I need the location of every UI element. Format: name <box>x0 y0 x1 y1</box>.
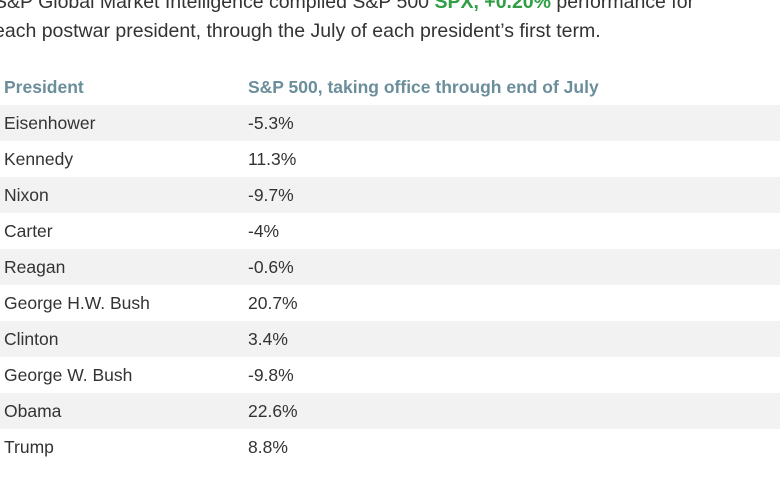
table-row: Kennedy 11.3% <box>0 141 780 177</box>
president-name: George H.W. Bush <box>4 292 150 313</box>
sp500-change: 3.4% <box>248 328 288 349</box>
president-name: Clinton <box>4 328 59 349</box>
president-name: Eisenhower <box>4 112 96 133</box>
column-header-sp500: S&P 500, taking office through end of Ju… <box>248 76 599 97</box>
intro-paragraph: S&P Global Market Intelligence compiled … <box>0 0 780 46</box>
sp500-change: 20.7% <box>248 292 298 313</box>
table-row: Eisenhower -5.3% <box>0 105 780 141</box>
table-row: George H.W. Bush 20.7% <box>0 285 780 321</box>
intro-text-start: S&P Global Market Intelligence compiled … <box>0 0 435 13</box>
president-name: Nixon <box>4 184 49 205</box>
table-row: Trump 8.8% <box>0 429 780 465</box>
president-performance-table: President S&P 500, taking office through… <box>0 69 780 465</box>
sp500-change: 11.3% <box>248 148 297 169</box>
table-row: Carter -4% <box>0 213 780 249</box>
president-name: George W. Bush <box>4 364 133 385</box>
table-row: Clinton 3.4% <box>0 321 780 357</box>
president-name: Carter <box>4 220 53 241</box>
spx-ticker-link[interactable]: SPX, +0.20% <box>434 0 551 13</box>
table-row: Nixon -9.7% <box>0 177 780 213</box>
sp500-change: 22.6% <box>248 400 298 421</box>
sp500-change: -9.7% <box>248 184 294 205</box>
table-row: George W. Bush -9.8% <box>0 357 780 393</box>
table-row: Obama 22.6% <box>0 393 780 429</box>
president-name: Reagan <box>4 256 66 277</box>
sp500-change: -0.6% <box>248 256 294 277</box>
president-name: Kennedy <box>4 148 74 169</box>
sp500-change: -5.3% <box>248 112 294 133</box>
president-name: Obama <box>4 400 62 421</box>
intro-text-line2: each postwar president, through the July… <box>0 20 601 42</box>
sp500-change: 8.8% <box>248 436 288 457</box>
sp500-change: -4% <box>248 220 280 241</box>
table-header-row: President S&P 500, taking office through… <box>0 69 780 105</box>
sp500-change: -9.8% <box>248 364 294 385</box>
president-name: Trump <box>4 436 54 457</box>
intro-text-end: performance for <box>551 0 695 13</box>
column-header-president: President <box>4 76 84 97</box>
table-row: Reagan -0.6% <box>0 249 780 285</box>
